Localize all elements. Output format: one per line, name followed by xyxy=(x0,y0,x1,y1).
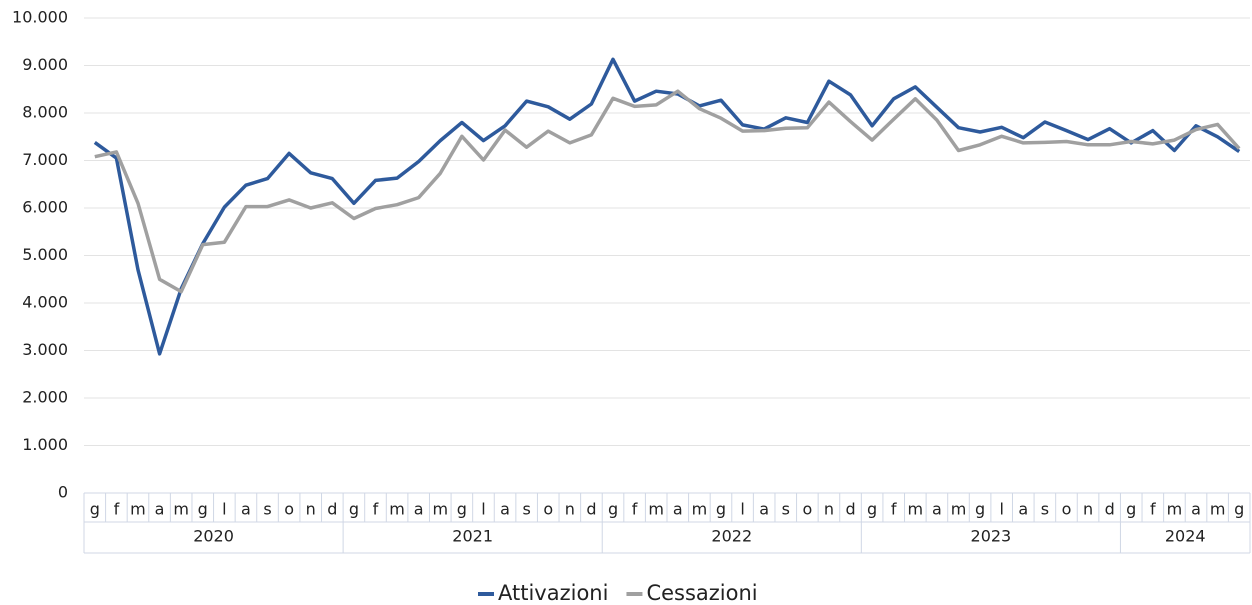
x-tick-label: g xyxy=(1126,500,1136,519)
x-tick-label: n xyxy=(306,500,316,519)
x-tick-label: m xyxy=(1210,500,1226,519)
y-tick-label: 8.000 xyxy=(22,103,68,122)
series-line xyxy=(94,89,1241,294)
x-tick-label: m xyxy=(648,500,664,519)
x-tick-label: m xyxy=(130,500,146,519)
y-tick-label: 0 xyxy=(58,483,68,502)
x-tick-label: m xyxy=(432,500,448,519)
x-tick-label: g xyxy=(457,500,467,519)
x-tick-label: g xyxy=(1234,500,1244,519)
x-tick-label: g xyxy=(975,500,985,519)
x-tick-label: l xyxy=(740,500,744,519)
x-tick-label: m xyxy=(389,500,405,519)
x-tick-label: o xyxy=(802,500,812,519)
year-label: 2021 xyxy=(452,527,493,546)
x-tick-label: o xyxy=(284,500,294,519)
x-tick-label: g xyxy=(198,500,208,519)
x-tick-label: a xyxy=(932,500,942,519)
x-tick-label: n xyxy=(565,500,575,519)
x-tick-label: n xyxy=(824,500,834,519)
y-tick-label: 1.000 xyxy=(22,435,68,454)
y-tick-label: 7.000 xyxy=(22,150,68,169)
y-tick-label: 6.000 xyxy=(22,198,68,217)
x-tick-label: m xyxy=(1167,500,1183,519)
x-tick-label: f xyxy=(114,500,120,519)
legend-label: Attivazioni xyxy=(498,581,608,605)
x-tick-label: m xyxy=(692,500,708,519)
legend-label: Cessazioni xyxy=(646,581,757,605)
x-tick-label: s xyxy=(782,500,790,519)
x-tick-label: f xyxy=(1150,500,1156,519)
x-tick-label: a xyxy=(155,500,165,519)
x-tick-label: a xyxy=(1191,500,1201,519)
x-tick-label: l xyxy=(222,500,226,519)
year-label: 2022 xyxy=(711,527,752,546)
y-tick-label: 9.000 xyxy=(22,55,68,74)
x-tick-label: s xyxy=(522,500,530,519)
x-tick-label: g xyxy=(716,500,726,519)
x-tick-label: d xyxy=(327,500,337,519)
x-tick-label: g xyxy=(867,500,877,519)
x-tick-label: a xyxy=(1018,500,1028,519)
year-label: 2024 xyxy=(1165,527,1206,546)
x-tick-label: f xyxy=(373,500,379,519)
x-tick-label: a xyxy=(241,500,251,519)
y-tick-label: 10.000 xyxy=(12,8,68,27)
x-tick-label: m xyxy=(908,500,924,519)
x-tick-label: a xyxy=(500,500,510,519)
x-tick-label: n xyxy=(1083,500,1093,519)
x-tick-label: m xyxy=(951,500,967,519)
x-tick-label: o xyxy=(543,500,553,519)
x-tick-label: d xyxy=(845,500,855,519)
x-tick-label: s xyxy=(1041,500,1049,519)
year-label: 2020 xyxy=(193,527,234,546)
y-tick-label: 4.000 xyxy=(22,293,68,312)
x-tick-label: l xyxy=(999,500,1003,519)
y-tick-label: 3.000 xyxy=(22,340,68,359)
x-tick-label: l xyxy=(481,500,485,519)
x-tick-label: d xyxy=(586,500,596,519)
x-tick-label: a xyxy=(759,500,769,519)
year-label: 2023 xyxy=(971,527,1012,546)
legend: Attivazioni Cessazioni xyxy=(478,581,758,605)
x-tick-label: m xyxy=(173,500,189,519)
x-tick-label: f xyxy=(891,500,897,519)
x-tick-label: f xyxy=(632,500,638,519)
x-tick-label: s xyxy=(263,500,271,519)
x-tick-label: g xyxy=(349,500,359,519)
x-tick-label: a xyxy=(414,500,424,519)
y-tick-label: 2.000 xyxy=(22,388,68,407)
x-tick-label: o xyxy=(1062,500,1072,519)
x-tick-label: g xyxy=(90,500,100,519)
x-tick-label: d xyxy=(1105,500,1115,519)
x-tick-label: a xyxy=(673,500,683,519)
series-line xyxy=(93,57,1241,356)
x-tick-label: g xyxy=(608,500,618,519)
y-tick-label: 5.000 xyxy=(22,245,68,264)
